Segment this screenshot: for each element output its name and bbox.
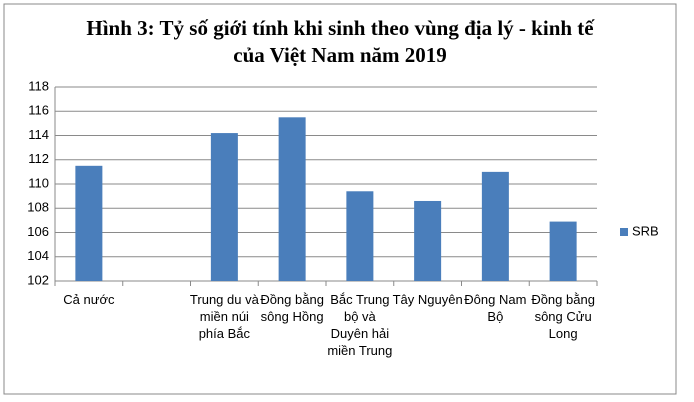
- y-tick-label: 118: [28, 78, 49, 93]
- bar: [75, 165, 103, 281]
- bar: [346, 191, 374, 281]
- y-tick-label: 114: [28, 127, 49, 142]
- y-tick-label: 106: [27, 224, 49, 239]
- bar: [549, 221, 577, 281]
- legend-swatch: [620, 228, 628, 236]
- x-tick-label: Đồng bằng sông Hồng: [260, 292, 324, 324]
- x-tick-label: Cả nước: [63, 292, 115, 307]
- bar: [414, 200, 442, 281]
- y-tick-label: 116: [28, 103, 49, 118]
- chart-title: Hình 3: Tỷ số giới tính khi sinh theo vù…: [86, 16, 595, 40]
- chart-title: của Việt Nam năm 2019: [233, 43, 447, 67]
- chart-border: [3, 3, 677, 395]
- bar: [481, 171, 509, 281]
- x-tick-label: Trung du và miền núi phía Bắc: [189, 292, 259, 341]
- x-tick-label: Tây Nguyên: [392, 292, 463, 307]
- y-tick-label: 108: [27, 200, 49, 215]
- bar: [210, 133, 238, 281]
- x-tick-label: Đông Nam Bộ: [464, 292, 527, 324]
- y-tick-label: 104: [27, 248, 49, 263]
- x-tick-label: Đồng bằng sông Cửu Long: [531, 292, 595, 341]
- x-tick-label: Bắc Trung bộ và Duyên hải miền Trung: [327, 292, 393, 358]
- legend-label: SRB: [632, 223, 659, 238]
- y-tick-label: 110: [28, 175, 49, 190]
- y-tick-label: 112: [28, 151, 49, 166]
- y-tick-label: 102: [27, 272, 49, 287]
- bar: [278, 117, 306, 281]
